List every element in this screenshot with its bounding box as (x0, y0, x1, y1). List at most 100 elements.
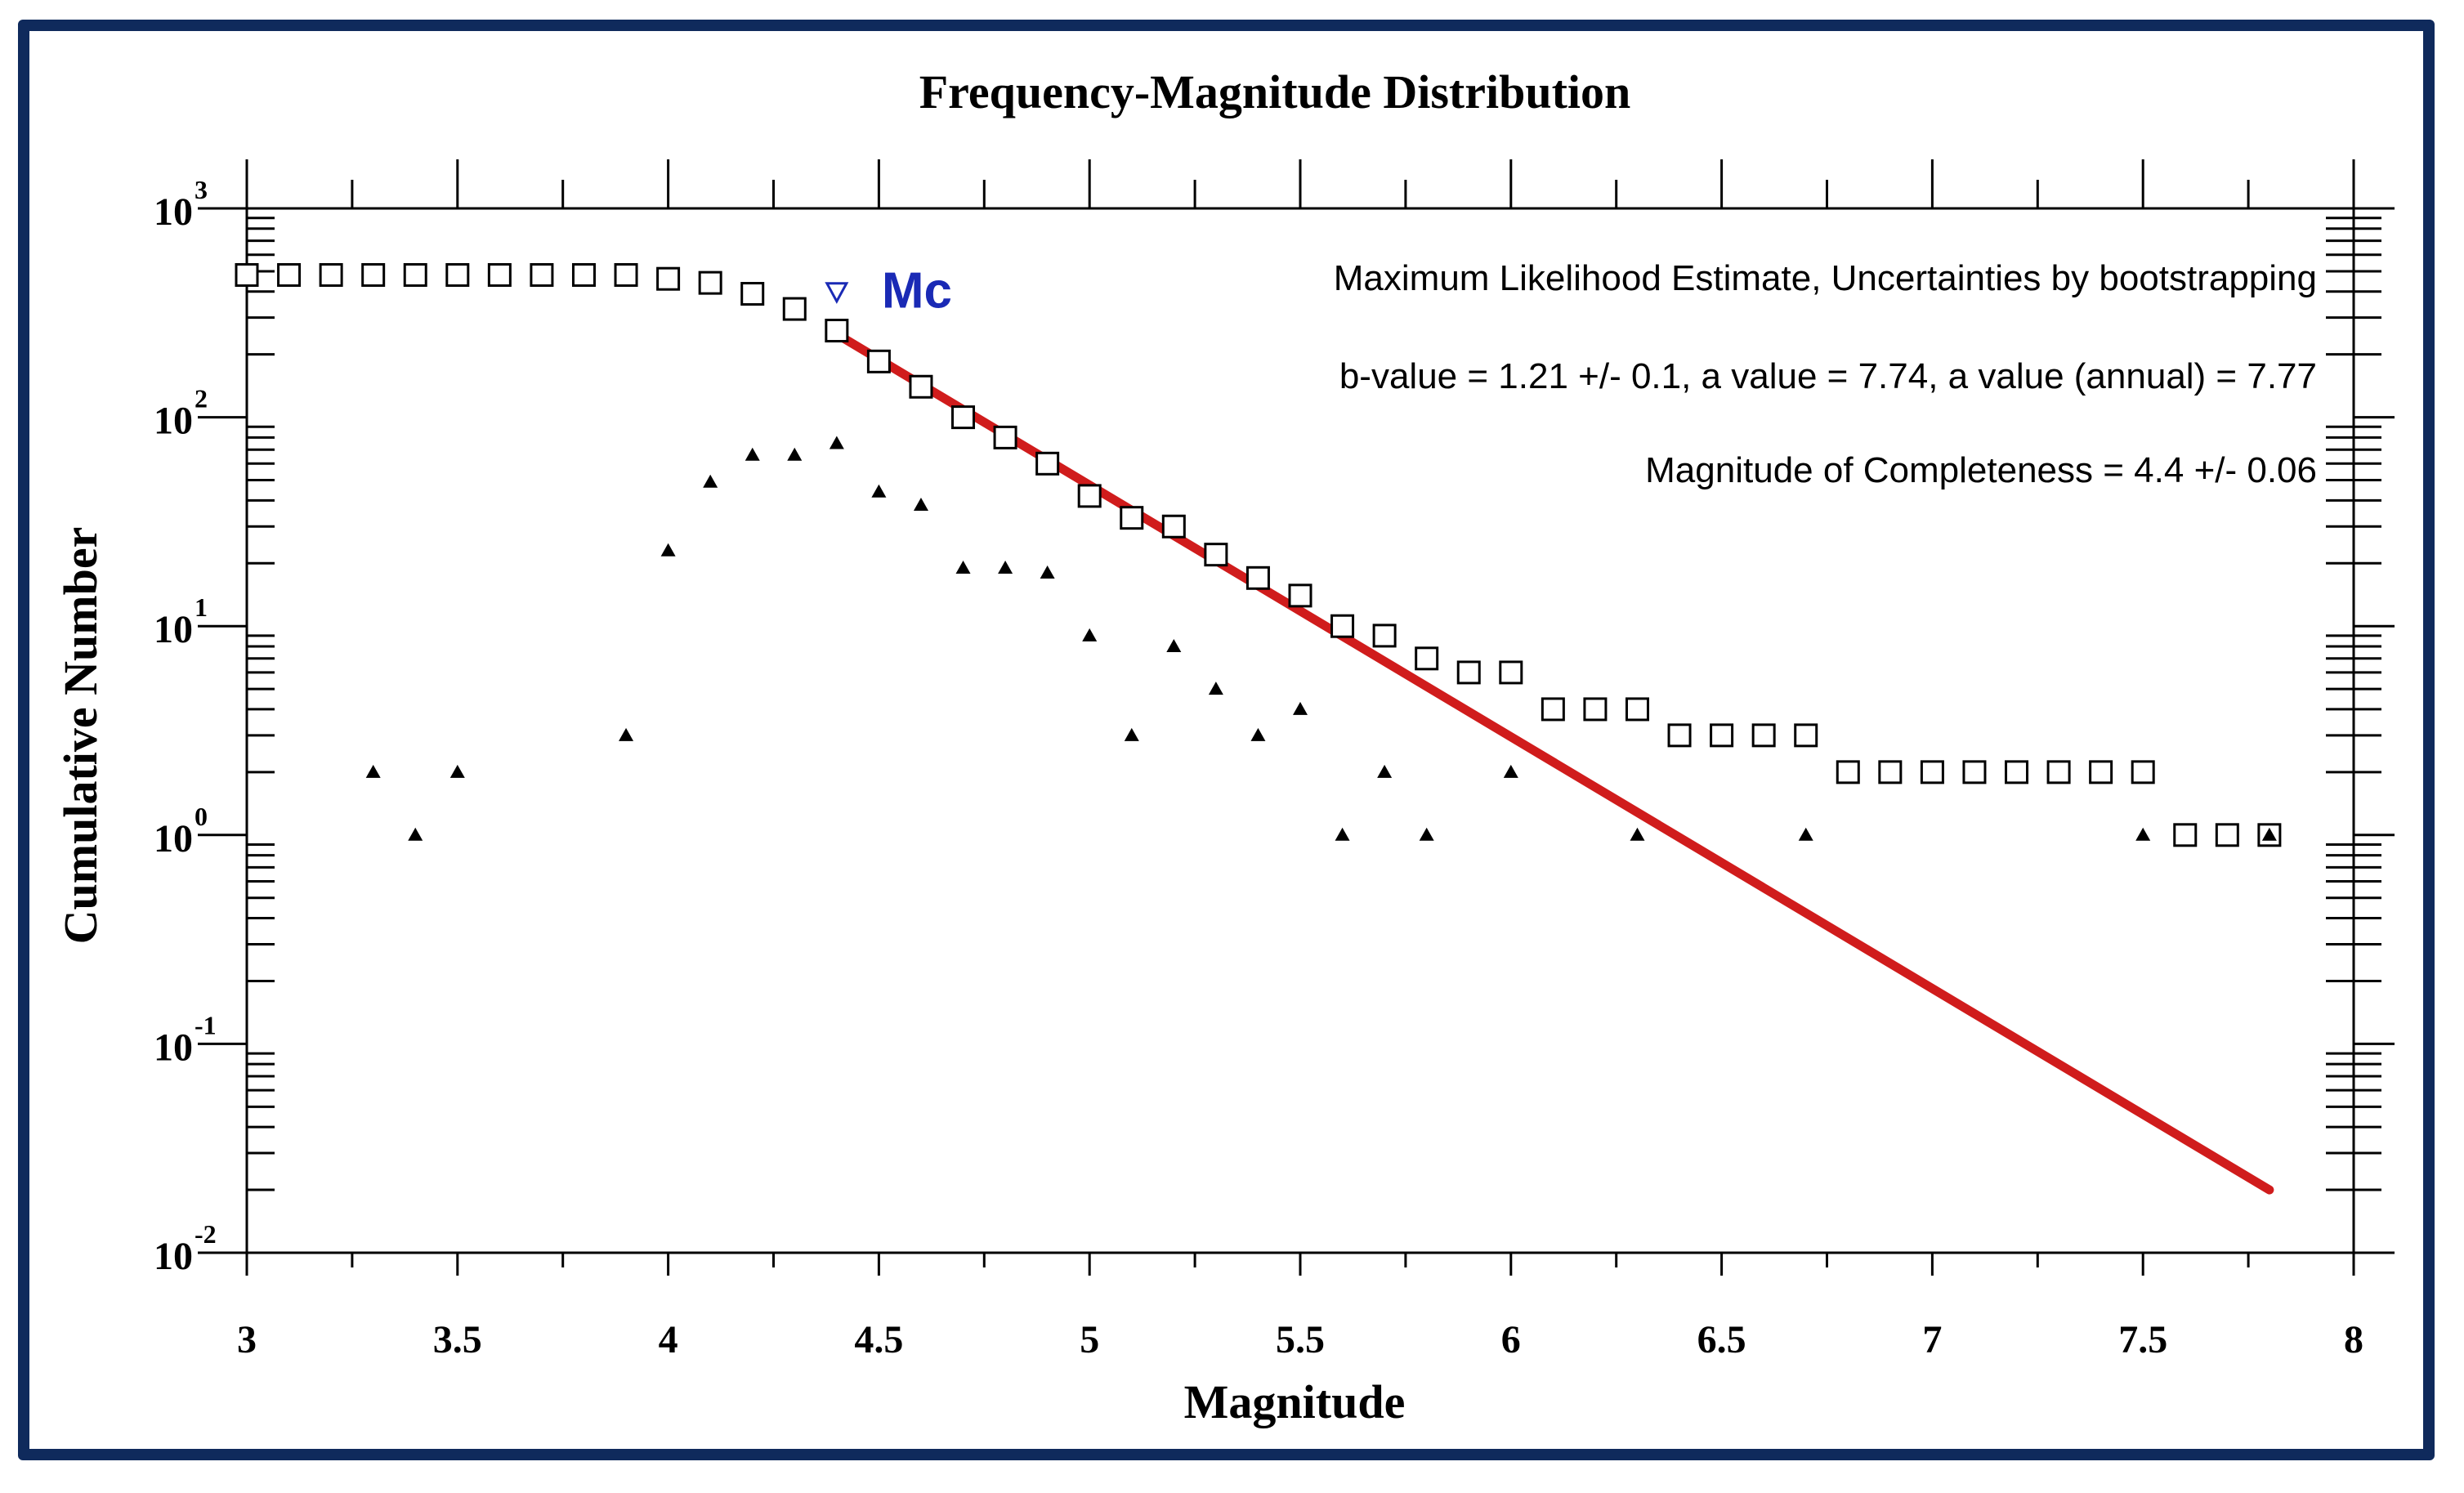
noncumulative-point (998, 560, 1013, 574)
y-tick-label-exponent: 1 (195, 592, 208, 622)
cumulative-point (571, 262, 596, 287)
cumulative-point (1120, 506, 1144, 530)
cumulative-point (1245, 565, 1270, 590)
fit-line (832, 329, 2274, 1195)
y-tick-label: 10 (154, 817, 193, 860)
cumulative-point (2089, 760, 2113, 784)
x-tick-label: 6.5 (1697, 1318, 1746, 1361)
noncumulative-point (745, 447, 760, 461)
cumulative-point (993, 425, 1017, 449)
cumulative-point (2131, 760, 2155, 784)
y-tick-label: 10 (154, 190, 193, 234)
cumulative-point (1415, 646, 1439, 671)
axes: 3 3.5 4 4.5 5 5.5 6 6.5 7 7.5 810310210110010-110-… (154, 159, 2395, 1361)
noncumulative-point (1040, 565, 1055, 579)
cumulative-point (614, 262, 638, 287)
cumulative-point (2046, 760, 2071, 784)
x-tick-label: 5 (1080, 1318, 1099, 1361)
noncumulative-point (1630, 827, 1645, 841)
cumulative-point (403, 262, 427, 287)
x-tick-label: 4 (659, 1318, 678, 1361)
cumulative-point (1710, 723, 1734, 748)
cumulative-point (530, 262, 554, 287)
noncumulative-point (913, 498, 928, 512)
chart-frame (18, 20, 2435, 1460)
noncumulative-point (1124, 727, 1139, 741)
annotation-method: Maximum Likelihood Estimate, Uncertainti… (1334, 258, 2317, 298)
cumulative-point (1625, 697, 1649, 722)
y-tick-label-exponent: 2 (195, 384, 208, 413)
x-axis-label: Magnitude (1184, 1375, 1406, 1428)
noncumulative-point (449, 764, 465, 778)
cumulative-point (277, 262, 302, 287)
chart-title: Frequency-Magnitude Distribution (919, 65, 1631, 118)
data-marks: Mc (235, 262, 2282, 847)
cumulative-point (1456, 660, 1481, 685)
noncumulative-point (703, 474, 718, 488)
cumulative-point (1583, 697, 1608, 722)
noncumulative-point (787, 447, 803, 461)
x-tick-label: 3 (237, 1318, 257, 1361)
cumulative-point (866, 349, 891, 373)
mc-marker (825, 282, 849, 304)
y-tick-label: 10 (154, 608, 193, 651)
cumulative-point (1372, 624, 1397, 648)
noncumulative-point (1798, 827, 1813, 841)
cumulative-point (1161, 514, 1186, 539)
y-tick-label: 10 (154, 1235, 193, 1278)
cumulative-point (319, 262, 343, 287)
cumulative-point (740, 282, 765, 306)
cumulative-point (656, 266, 681, 291)
cumulative-point (2215, 823, 2239, 847)
x-tick-label: 7.5 (2118, 1318, 2167, 1361)
x-tick-label: 8 (2344, 1318, 2363, 1361)
y-tick-label-exponent: 0 (195, 802, 208, 831)
noncumulative-point (660, 543, 676, 557)
fit-line-group (832, 329, 2274, 1195)
noncumulative-point (2135, 827, 2151, 841)
noncumulative-point (1250, 727, 1266, 741)
cumulative-point (1077, 484, 1102, 508)
y-tick-label-exponent: -1 (195, 1010, 217, 1039)
cumulative-point (1836, 760, 1860, 784)
cumulative-point (951, 405, 976, 430)
noncumulative-point (1377, 764, 1393, 778)
cumulative-point (2005, 760, 2029, 784)
noncumulative-point (1208, 682, 1223, 695)
cumulative-point (1288, 583, 1312, 608)
cumulative-point (1035, 451, 1060, 476)
annotation-b-value: b-value = 1.21 +/- 0.1, a value = 7.74, … (1339, 356, 2317, 396)
mc-label: Mc (882, 263, 952, 320)
x-tick-label: 3.5 (433, 1318, 482, 1361)
cumulative-point (698, 270, 722, 295)
cumulative-point (1751, 723, 1776, 748)
cumulative-point (909, 374, 933, 399)
cumulative-point (1330, 614, 1355, 638)
noncumulative-point (1293, 701, 1308, 715)
annotation-completeness: Magnitude of Completeness = 4.4 +/- 0.06 (1645, 450, 2317, 490)
noncumulative-point (408, 827, 423, 841)
noncumulative-point (1419, 827, 1434, 841)
cumulative-point (1962, 760, 1987, 784)
noncumulative-point (619, 727, 634, 741)
cumulative-point (1667, 723, 1692, 748)
y-tick-label: 10 (154, 400, 193, 443)
noncumulative-point (1503, 764, 1518, 778)
cumulative-point (1541, 697, 1565, 722)
y-tick-label-exponent: -2 (195, 1219, 217, 1249)
noncumulative-point (871, 484, 887, 498)
x-tick-label: 4.5 (854, 1318, 903, 1361)
cumulative-point (1878, 760, 1903, 784)
cumulative-point (235, 262, 259, 287)
cumulative-point (1920, 760, 1944, 784)
cumulative-point (361, 262, 386, 287)
cumulative-point (1794, 723, 1818, 748)
cumulative-point (2173, 823, 2198, 847)
cumulative-point (1204, 543, 1228, 567)
noncumulative-point (955, 560, 971, 574)
cumulative-point (1499, 660, 1523, 685)
cumulative-point (487, 262, 512, 287)
x-tick-label: 5.5 (1276, 1318, 1325, 1361)
x-tick-label: 6 (1501, 1318, 1521, 1361)
